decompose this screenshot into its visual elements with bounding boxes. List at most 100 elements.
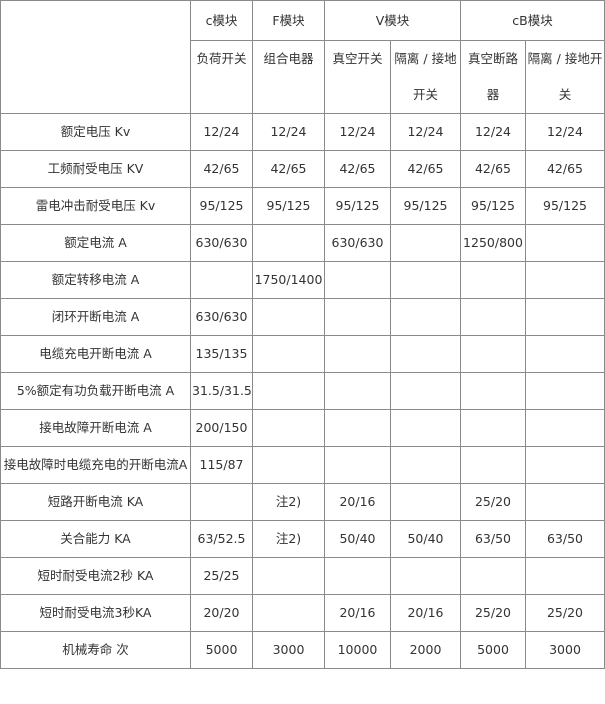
value-cell: 95/125 [524, 187, 605, 225]
value-cell [324, 372, 391, 410]
row-label: 工频耐受电压 KV [0, 150, 191, 188]
row-label: 机械寿命 次 [0, 631, 191, 669]
value-cell: 1250/800 [460, 224, 526, 262]
value-cell: 25/20 [524, 594, 605, 632]
table-row: 短时耐受电流2秒 KA 25/25 [0, 557, 605, 595]
value-cell: 1750/1400 [252, 261, 325, 299]
table-row: 短路开断电流 KA 注2) 20/16 25/20 [0, 483, 605, 521]
value-cell [252, 298, 325, 336]
row-label: 额定转移电流 A [0, 261, 191, 299]
value-cell: 12/24 [252, 113, 325, 151]
value-cell: 12/24 [524, 113, 605, 151]
row-label: 闭环开断电流 A [0, 298, 191, 336]
value-cell: 注2) [252, 520, 325, 558]
value-cell: 12/24 [460, 113, 526, 151]
subheader: 组合电器 [252, 40, 325, 114]
value-cell [524, 483, 605, 521]
value-cell: 630/630 [190, 298, 253, 336]
value-cell [390, 224, 461, 262]
value-cell: 115/87 [190, 446, 253, 484]
subheader-row: 负荷开关 组合电器 真空开关 隔离 / 接地开关 真空断路器 隔离 / 接地开关 [1, 40, 605, 114]
module-header-row: c模块 F模块 V模块 cB模块 [0, 0, 605, 114]
value-cell: 95/125 [460, 187, 526, 225]
table-row: 闭环开断电流 A 630/630 [0, 298, 605, 336]
value-cell: 20/16 [324, 594, 391, 632]
subheader: 真空断路器 [460, 40, 526, 114]
value-cell: 50/40 [390, 520, 461, 558]
value-cell: 2000 [390, 631, 461, 669]
value-cell: 95/125 [252, 187, 325, 225]
table-row: 额定电流 A 630/630 630/630 1250/800 [0, 224, 605, 262]
value-cell [252, 594, 325, 632]
table-row: 额定转移电流 A 1750/1400 [0, 261, 605, 299]
value-cell: 42/65 [190, 150, 253, 188]
value-cell: 12/24 [324, 113, 391, 151]
value-cell: 135/135 [190, 335, 253, 373]
value-cell: 20/16 [324, 483, 391, 521]
value-cell [524, 409, 605, 447]
value-cell [390, 446, 461, 484]
table-row: 接电故障时电缆充电的开断电流A 115/87 [0, 446, 605, 484]
value-cell [324, 261, 391, 299]
value-cell [252, 446, 325, 484]
table-row: 关合能力 KA 63/52.5 注2) 50/40 50/40 63/50 63/50 [0, 520, 605, 558]
value-cell [524, 372, 605, 410]
value-cell: 42/65 [324, 150, 391, 188]
value-cell [324, 335, 391, 373]
subheader: 隔离 / 接地开关 [524, 40, 605, 114]
value-cell: 25/20 [460, 483, 526, 521]
row-label: 短时耐受电流3秒KA [0, 594, 191, 632]
table-row: 短时耐受电流3秒KA 20/20 20/16 20/16 25/20 25/20 [0, 594, 605, 632]
value-cell [190, 483, 253, 521]
value-cell: 95/125 [190, 187, 253, 225]
value-cell: 31.5/31.5 [190, 372, 253, 410]
value-cell: 12/24 [190, 113, 253, 151]
value-cell: 50/40 [324, 520, 391, 558]
value-cell: 3000 [524, 631, 605, 669]
corner-cell [0, 0, 191, 114]
value-cell: 630/630 [324, 224, 391, 262]
value-cell [524, 335, 605, 373]
value-cell: 63/50 [524, 520, 605, 558]
value-cell [460, 409, 526, 447]
value-cell [460, 446, 526, 484]
table-row: 雷电冲击耐受电压 Kv 95/125 95/125 95/125 95/125 95/12… [0, 187, 605, 225]
value-cell: 42/65 [524, 150, 605, 188]
row-label: 额定电流 A [0, 224, 191, 262]
value-cell: 12/24 [390, 113, 461, 151]
row-label: 短时耐受电流2秒 KA [0, 557, 191, 595]
table-row: 工频耐受电压 KV 42/65 42/65 42/65 42/65 42/65 42/65 [0, 150, 605, 188]
row-label: 关合能力 KA [0, 520, 191, 558]
value-cell: 200/150 [190, 409, 253, 447]
value-cell: 42/65 [252, 150, 325, 188]
spec-table: c模块 F模块 V模块 cB模块 负荷开关 组合电器 真空开关 隔离 / 接地开… [0, 0, 605, 669]
value-cell [390, 409, 461, 447]
value-cell [524, 298, 605, 336]
value-cell [390, 483, 461, 521]
subheader: 真空开关 [324, 40, 391, 114]
row-label: 短路开断电流 KA [0, 483, 191, 521]
row-label: 雷电冲击耐受电压 Kv [0, 187, 191, 225]
value-cell [390, 335, 461, 373]
value-cell [524, 224, 605, 262]
row-label: 电缆充电开断电流 A [0, 335, 191, 373]
module-v: V模块 [324, 0, 461, 41]
table-row: 5%额定有功负载开断电流 A 31.5/31.5 [0, 372, 605, 410]
table-row: 电缆充电开断电流 A 135/135 [0, 335, 605, 373]
value-cell: 25/20 [460, 594, 526, 632]
row-label: 接电故障开断电流 A [0, 409, 191, 447]
value-cell [460, 557, 526, 595]
value-cell: 42/65 [390, 150, 461, 188]
value-cell [460, 298, 526, 336]
subheader: 负荷开关 [190, 40, 253, 114]
value-cell: 5000 [460, 631, 526, 669]
value-cell [252, 557, 325, 595]
value-cell: 630/630 [190, 224, 253, 262]
value-cell: 20/20 [190, 594, 253, 632]
value-cell: 20/16 [390, 594, 461, 632]
value-cell [252, 409, 325, 447]
subheader: 隔离 / 接地开关 [390, 40, 461, 114]
value-cell [390, 298, 461, 336]
value-cell: 95/125 [390, 187, 461, 225]
value-cell [252, 224, 325, 262]
